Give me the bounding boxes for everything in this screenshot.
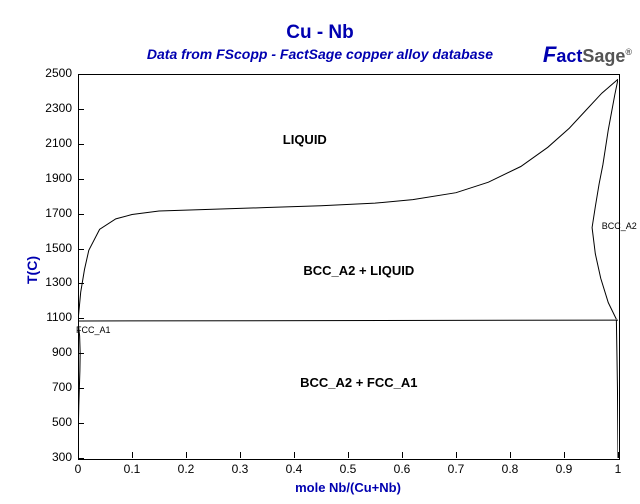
x-tick-label: 0.3 [225,462,255,476]
x-tick-label: 0 [63,462,93,476]
x-tick-label: 0.7 [441,462,471,476]
y-tick [78,144,84,145]
x-tick [294,452,295,458]
region-bcc-liquid: BCC_A2 + LIQUID [269,263,449,278]
phase-boundary [616,320,618,458]
phase-boundary [78,321,80,458]
x-tick-label: 0.6 [387,462,417,476]
y-tick-label: 1100 [32,310,72,324]
region-bcc: BCC_A2 [602,221,637,231]
y-tick [78,353,84,354]
y-tick [78,249,84,250]
phase-boundary [78,320,618,321]
y-tick-label: 500 [32,415,72,429]
y-tick [78,109,84,110]
x-tick-label: 1 [603,462,633,476]
y-tick [78,388,84,389]
x-tick [186,452,187,458]
x-tick-label: 0.9 [549,462,579,476]
x-tick [510,452,511,458]
x-tick-label: 0.4 [279,462,309,476]
y-tick-label: 1500 [32,241,72,255]
x-tick [564,452,565,458]
y-tick [78,74,84,75]
region-bcc-fcc: BCC_A2 + FCC_A1 [269,375,449,390]
x-tick [132,452,133,458]
y-tick-label: 1900 [32,171,72,185]
y-tick-label: 2500 [32,66,72,80]
y-tick [78,458,84,459]
phase-boundary [592,79,618,319]
x-axis-title: mole Nb/(Cu+Nb) [78,480,618,495]
x-tick [78,452,79,458]
x-tick-label: 0.2 [171,462,201,476]
y-tick [78,179,84,180]
region-liquid: LIQUID [255,132,355,147]
x-tick [402,452,403,458]
x-tick-label: 0.8 [495,462,525,476]
y-tick [78,423,84,424]
x-tick-label: 0.5 [333,462,363,476]
phase-boundary [78,79,618,321]
x-tick [456,452,457,458]
y-tick-label: 2100 [32,136,72,150]
phase-curves [0,0,640,504]
y-tick-label: 1700 [32,206,72,220]
y-tick [78,318,84,319]
x-tick [348,452,349,458]
x-tick [240,452,241,458]
region-fcc: FCC_A1 [76,325,111,335]
x-tick [618,452,619,458]
y-tick-label: 1300 [32,275,72,289]
y-tick-label: 900 [32,345,72,359]
y-tick [78,283,84,284]
y-tick [78,214,84,215]
x-tick-label: 0.1 [117,462,147,476]
y-tick-label: 700 [32,380,72,394]
y-tick-label: 2300 [32,101,72,115]
